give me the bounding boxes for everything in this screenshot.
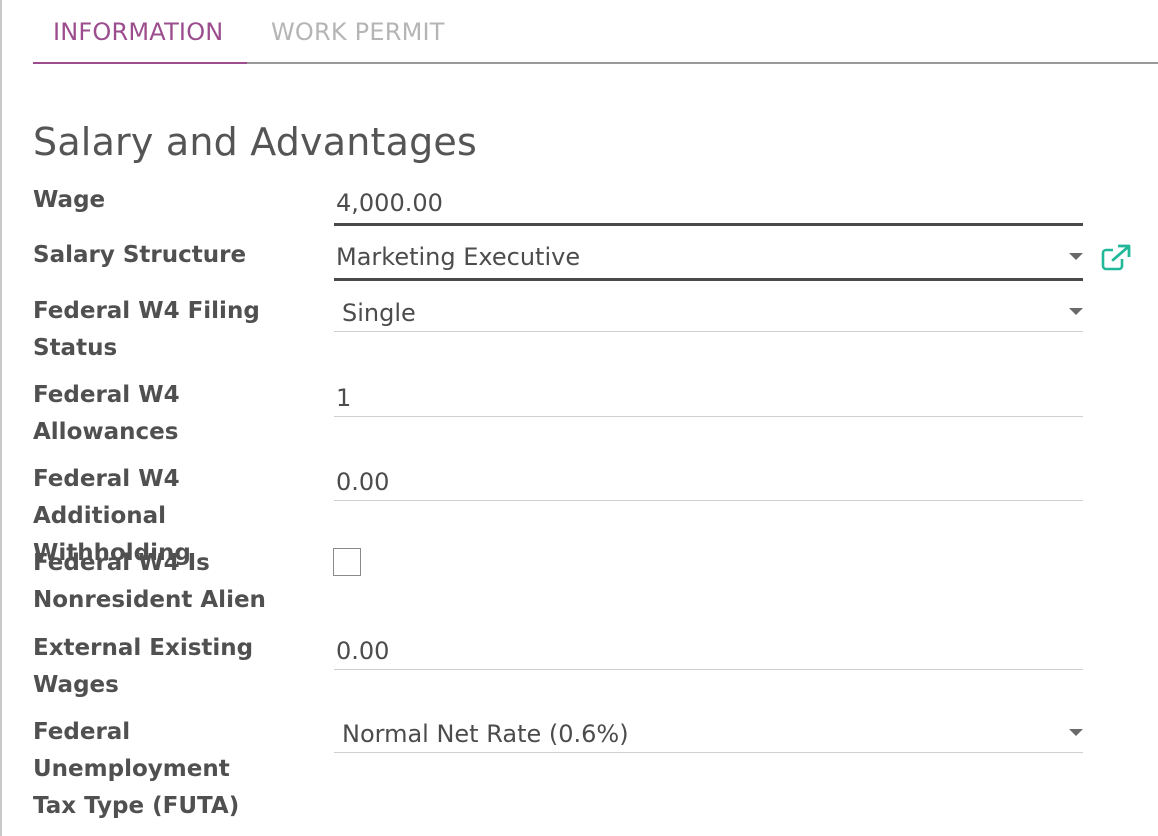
filing-status-value: Single (342, 299, 416, 327)
external-wages-label: External Existing Wages (33, 635, 254, 698)
allowances-label: Federal W4 Allowances (33, 382, 180, 445)
filing-status-label: Federal W4 Filing Status (33, 298, 260, 361)
external-link-icon[interactable] (1101, 244, 1131, 272)
section-title: Salary and Advantages (33, 120, 478, 164)
external-wages-value: 0.00 (336, 637, 390, 665)
page-left-border (0, 0, 2, 836)
allowances-input[interactable]: 1 (334, 381, 1083, 417)
salary-structure-select[interactable]: Marketing Executive (334, 240, 1083, 281)
futa-type-label: Federal Unemployment Tax Type (FUTA) (33, 719, 240, 819)
caret-down-icon[interactable] (1069, 729, 1083, 736)
nonresident-alien-checkbox[interactable] (333, 548, 361, 576)
tab-work-permit[interactable]: WORK PERMIT (271, 18, 445, 46)
allowances-value: 1 (336, 384, 352, 412)
additional-withholding-input[interactable]: 0.00 (334, 465, 1083, 501)
wage-label: Wage (33, 187, 106, 213)
wage-input[interactable]: 4,000.00 (334, 186, 1083, 226)
active-tab-indicator (33, 62, 247, 64)
futa-type-select[interactable]: Normal Net Rate (0.6%) (334, 717, 1083, 753)
caret-down-icon[interactable] (1069, 253, 1083, 260)
wage-value: 4,000.00 (336, 189, 443, 217)
salary-structure-label: Salary Structure (33, 242, 247, 268)
additional-withholding-value: 0.00 (336, 468, 390, 496)
salary-structure-value: Marketing Executive (336, 243, 581, 271)
tab-bar: INFORMATION WORK PERMIT (33, 0, 1158, 64)
filing-status-select[interactable]: Single (334, 296, 1083, 332)
tab-information[interactable]: INFORMATION (53, 18, 224, 46)
futa-type-value: Normal Net Rate (0.6%) (342, 720, 629, 748)
caret-down-icon[interactable] (1069, 308, 1083, 315)
nonresident-alien-label: Federal W4 Is Nonresident Alien (33, 550, 266, 613)
additional-withholding-label: Federal W4 Additional Withholding (33, 466, 191, 566)
external-wages-input[interactable]: 0.00 (334, 634, 1083, 670)
